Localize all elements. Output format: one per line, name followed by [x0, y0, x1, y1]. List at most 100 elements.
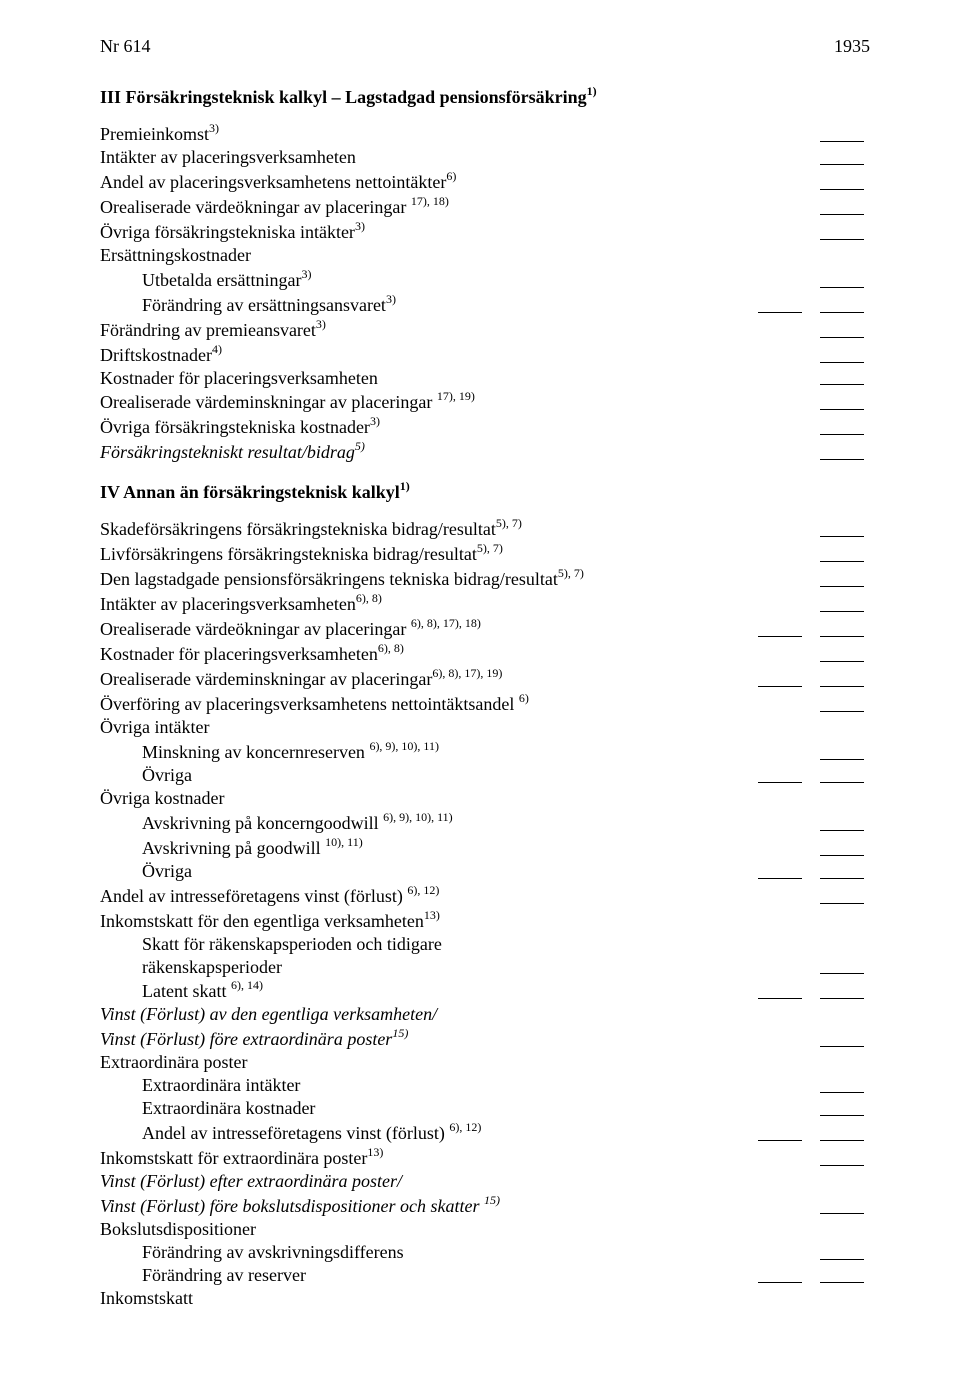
line-label: Försäkringstekniskt resultat/bidrag5): [100, 440, 365, 464]
blank-field[interactable]: [820, 1091, 864, 1093]
blank-field[interactable]: [820, 610, 864, 612]
blank-field[interactable]: [820, 535, 864, 537]
blank-field[interactable]: [820, 972, 864, 974]
line-superscript: 6), 12): [407, 883, 439, 897]
line-item: Premieinkomst3): [100, 122, 870, 146]
blank-field[interactable]: [820, 560, 864, 562]
blank-field[interactable]: [820, 635, 864, 637]
blank-group: [758, 1001, 870, 1003]
line-label: Övriga intäkter: [100, 717, 209, 739]
line-label: Avskrivning på koncerngoodwill 6), 9), 1…: [100, 811, 453, 835]
line-label: Minskning av koncernreserven 6), 9), 10)…: [100, 740, 439, 764]
line-superscript: 6), 14): [231, 978, 263, 992]
blank-field[interactable]: [758, 877, 802, 879]
blank-group: [820, 762, 870, 764]
blank-group: [820, 242, 870, 244]
line-superscript: 6), 8), 17), 18): [411, 616, 481, 630]
blank-field[interactable]: [820, 1045, 864, 1047]
blank-field[interactable]: [820, 383, 864, 385]
page-header: Nr 614 1935: [100, 36, 870, 57]
blank-field[interactable]: [758, 685, 802, 687]
blank-field[interactable]: [820, 997, 864, 999]
blank-group: [820, 589, 870, 591]
blank-field[interactable]: [758, 781, 802, 783]
blank-field[interactable]: [820, 433, 864, 435]
blank-group: [758, 639, 870, 641]
line-item: Försäkringstekniskt resultat/bidrag5): [100, 440, 870, 464]
blank-field[interactable]: [820, 854, 864, 856]
blank-group: [820, 1262, 870, 1264]
blank-field[interactable]: [820, 163, 864, 165]
blank-field[interactable]: [820, 188, 864, 190]
document-page: Nr 614 1935 III Försäkringsteknisk kalky…: [0, 0, 960, 1392]
blank-field[interactable]: [820, 458, 864, 460]
line-superscript: 6), 12): [449, 1120, 481, 1134]
blank-field[interactable]: [820, 1281, 864, 1283]
blank-field[interactable]: [758, 1281, 802, 1283]
line-item: Minskning av koncernreserven 6), 9), 10)…: [100, 740, 870, 764]
line-superscript: 4): [212, 342, 222, 356]
blank-group: [758, 881, 870, 883]
line-item: Vinst (Förlust) av den egentliga verksam…: [100, 1004, 870, 1026]
blank-field[interactable]: [758, 997, 802, 999]
blank-field[interactable]: [820, 286, 864, 288]
line-label: Bokslutsdispositioner: [100, 1219, 256, 1241]
line-item: Vinst (Förlust) före bokslutsdisposition…: [100, 1194, 870, 1218]
line-label: Förändring av reserver: [100, 1265, 306, 1287]
blank-group: [820, 833, 870, 835]
blank-field[interactable]: [820, 336, 864, 338]
blank-group: [758, 689, 870, 691]
blank-field[interactable]: [820, 1164, 864, 1166]
line-superscript: 3): [209, 121, 219, 135]
line-item: Förändring av premieansvaret3): [100, 318, 870, 342]
blank-field[interactable]: [758, 635, 802, 637]
blank-field[interactable]: [758, 1139, 802, 1141]
line-label: Vinst (Förlust) efter extraordinära post…: [100, 1171, 402, 1193]
line-item: Livförsäkringens försäkringstekniska bid…: [100, 542, 870, 566]
line-superscript: 13): [424, 908, 440, 922]
line-superscript: 3): [301, 267, 311, 281]
blank-field[interactable]: [820, 585, 864, 587]
blank-field[interactable]: [820, 829, 864, 831]
line-label: Utbetalda ersättningar3): [100, 268, 311, 292]
blank-field[interactable]: [820, 660, 864, 662]
line-label: Extraordinära intäkter: [100, 1075, 300, 1097]
line-item: Vinst (Förlust) efter extraordinära post…: [100, 1171, 870, 1193]
blank-field[interactable]: [820, 361, 864, 363]
line-label: Vinst (Förlust) av den egentliga verksam…: [100, 1004, 437, 1026]
blank-field[interactable]: [820, 140, 864, 142]
blank-group: [758, 785, 870, 787]
blank-field[interactable]: [820, 1212, 864, 1214]
section-3-title-sup: 1): [587, 84, 597, 98]
blank-group: [820, 1049, 870, 1051]
header-right: 1935: [834, 36, 870, 57]
blank-field[interactable]: [820, 238, 864, 240]
line-superscript: 6), 8): [378, 641, 404, 655]
blank-field[interactable]: [820, 902, 864, 904]
blank-group: [820, 340, 870, 342]
blank-group: [820, 217, 870, 219]
blank-field[interactable]: [820, 408, 864, 410]
line-superscript: 5): [355, 439, 365, 453]
line-label: Orealiserade värdeminskningar av placeri…: [100, 390, 475, 414]
blank-field[interactable]: [820, 1139, 864, 1141]
section-3-title-text: III Försäkringsteknisk kalkyl – Lagstadg…: [100, 87, 587, 107]
blank-field[interactable]: [820, 1114, 864, 1116]
blank-group: [758, 1285, 870, 1287]
blank-field[interactable]: [820, 710, 864, 712]
blank-field[interactable]: [820, 781, 864, 783]
blank-field[interactable]: [820, 877, 864, 879]
blank-field[interactable]: [820, 311, 864, 313]
blank-field[interactable]: [820, 758, 864, 760]
line-label: Driftskostnader4): [100, 343, 222, 367]
line-superscript: 6), 9), 10), 11): [369, 739, 439, 753]
section-4-body: Skadeförsäkringens försäkringstekniska b…: [100, 517, 870, 1309]
blank-field[interactable]: [820, 1258, 864, 1260]
blank-field[interactable]: [820, 685, 864, 687]
blank-group: [820, 387, 870, 389]
blank-field[interactable]: [758, 311, 802, 313]
line-superscript: 6), 8): [356, 591, 382, 605]
line-item: Övriga försäkringstekniska intäkter3): [100, 220, 870, 244]
blank-field[interactable]: [820, 213, 864, 215]
line-item: Latent skatt 6), 14): [100, 979, 870, 1003]
